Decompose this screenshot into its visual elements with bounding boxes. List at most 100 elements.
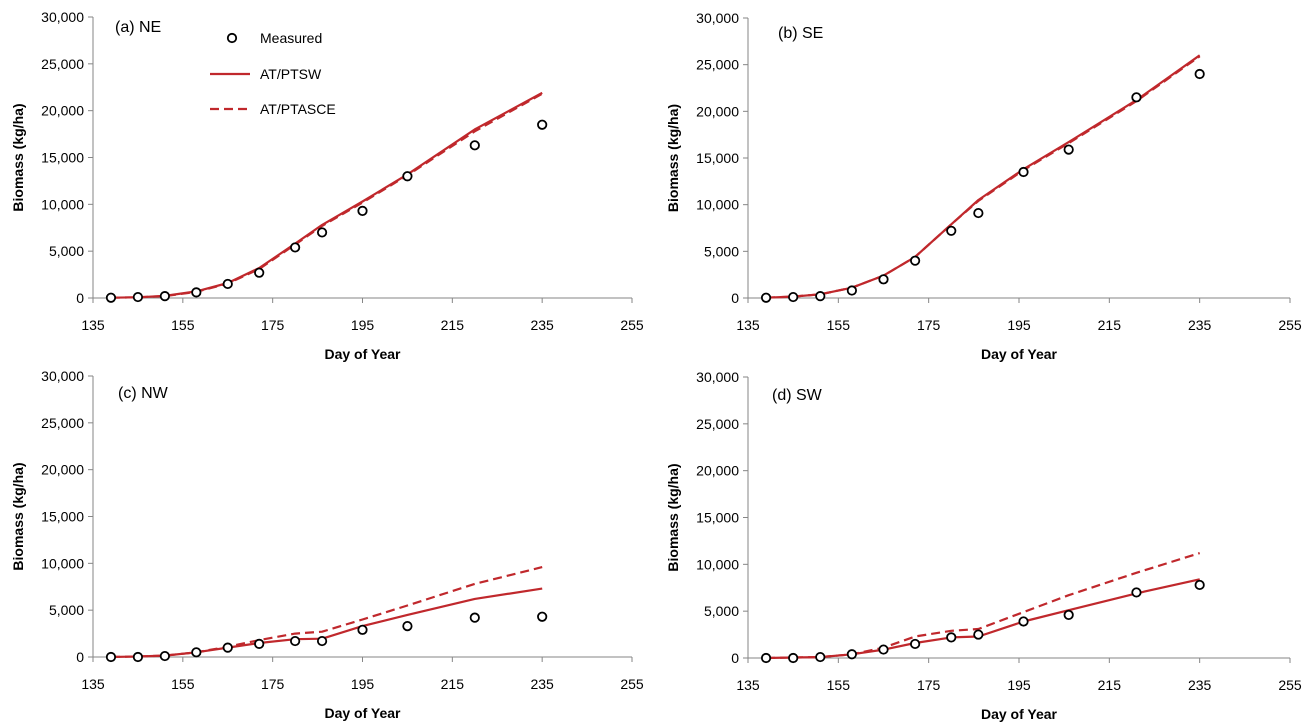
x-tick-label: 135 [736,677,760,693]
measured-point [469,612,480,623]
y-tick-label: 20,000 [41,103,84,119]
x-tick-label: 175 [917,677,941,693]
measured-point [402,171,413,182]
x-tick-label: 135 [81,317,105,333]
y-tick-label: 10,000 [41,196,84,212]
measured-point [946,632,957,643]
y-tick-label: 5,000 [49,243,84,259]
y-tick-label: 5,000 [704,243,739,259]
measured-point [1018,616,1029,627]
x-tick-label: 235 [530,676,554,692]
panel-label: (c) NW [118,385,169,402]
chart-panel-c-nw: 0 5,000 10,000 15,000 20,000 25,000 30,000 135 1… [10,368,644,721]
x-tick-label: 175 [917,317,941,333]
x-tick-label: 155 [171,317,195,333]
y-tick-label: 15,000 [696,510,739,526]
measured-point [357,624,368,635]
y-axis-title: Biomass (kg/ha) [10,103,26,211]
measured-point [1131,587,1142,598]
x-axis-title: Day of Year [324,705,401,721]
panel-label: (a) NE [115,19,161,36]
measured-point [537,119,548,130]
y-tick-label: 20,000 [41,462,84,478]
series-line-at-ptasce [766,552,1201,660]
measured-point [760,652,772,664]
measured-point [1063,144,1074,155]
y-tick-label: 25,000 [41,56,84,72]
measured-point [105,651,117,663]
measured-point [222,642,233,653]
measured-point [788,652,799,664]
y-tick-label: 30,000 [41,9,84,25]
measured-point [159,291,170,302]
measured-point [1194,579,1205,591]
measured-point [537,611,548,622]
measured-point [973,207,984,219]
y-tick-label: 25,000 [696,57,739,73]
x-axis-title: Day of Year [324,346,401,362]
legend-marker-measured [226,32,238,44]
measured-point [815,651,826,663]
measured-point [946,225,957,236]
x-tick-label: 135 [81,676,105,692]
measured-point [878,274,889,285]
x-tick-label: 255 [620,676,644,692]
x-tick-label: 195 [351,676,375,692]
x-tick-label: 215 [1098,677,1122,693]
y-axis-title: Biomass (kg/ha) [10,462,26,570]
x-tick-label: 235 [1188,677,1212,693]
y-tick-label: 15,000 [696,150,739,166]
chart-panel-b-se: 0 5,000 10,000 15,000 20,000 25,000 30,000 135 1… [665,10,1302,362]
series-line-at-ptasce [110,92,543,299]
measured-point [316,635,328,647]
y-tick-label: 10,000 [41,555,84,571]
x-tick-label: 175 [261,676,285,692]
x-tick-label: 255 [620,317,644,333]
measured-point [105,292,117,303]
panel-label: (b) SE [778,25,823,42]
measured-point [132,651,144,663]
measured-point [290,635,301,647]
x-tick-label: 235 [1188,317,1212,333]
measured-point [760,292,772,303]
y-tick-label: 15,000 [41,509,84,525]
x-tick-label: 195 [351,317,375,333]
measured-point [316,227,328,238]
measured-point [132,291,144,303]
x-tick-label: 155 [827,317,851,333]
y-tick-label: 20,000 [696,463,739,479]
legend: Measured AT/PTSW AT/PTASCE [210,30,336,117]
measured-point [910,638,921,650]
legend-label-at-ptasce: AT/PTASCE [260,101,336,117]
measured-point [846,649,857,660]
x-tick-label: 235 [530,317,554,333]
y-tick-label: 0 [731,650,739,666]
measured-point [788,291,799,303]
measured-point [222,278,233,290]
x-tick-label: 255 [1278,317,1302,333]
y-tick-label: 15,000 [41,150,84,166]
x-tick-label: 155 [827,677,851,693]
chart-panel-d-sw: 0 5,000 10,000 15,000 20,000 25,000 30,000 135 1… [665,369,1302,722]
measured-point [290,242,301,253]
measured-point [910,255,921,266]
y-tick-label: 30,000 [696,369,739,385]
measured-point [357,205,368,216]
x-tick-label: 175 [261,317,285,333]
measured-point [469,140,480,151]
y-axis-title: Biomass (kg/ha) [665,463,681,571]
panel-label: (d) SW [772,387,823,404]
y-tick-label: 5,000 [49,602,84,618]
x-tick-label: 195 [1007,317,1031,333]
measured-point [878,644,889,655]
series-line-at-ptasce [110,566,543,659]
y-tick-label: 30,000 [41,368,84,384]
x-tick-label: 135 [736,317,760,333]
y-tick-label: 5,000 [704,603,739,619]
x-axis-title: Day of Year [981,346,1058,362]
measured-point [846,285,857,296]
series-line-at-ptsw [110,587,543,659]
x-tick-label: 215 [441,317,465,333]
legend-label-measured: Measured [260,30,322,46]
y-tick-label: 0 [76,649,84,665]
